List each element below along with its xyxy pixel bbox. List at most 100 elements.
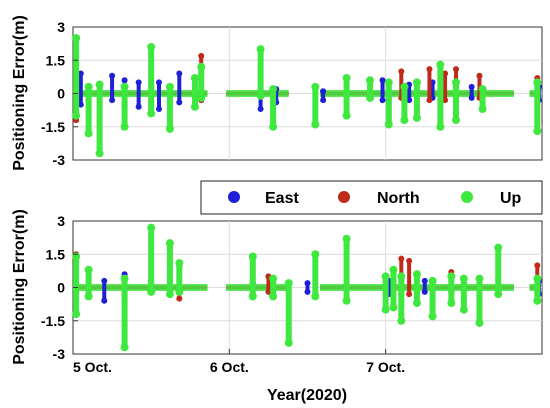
y-tick-label: -3 [53,346,66,362]
spike-trough-north [442,97,449,104]
spike-peak-east [468,83,475,90]
spike-trough-east [406,97,413,104]
spike-peak-north [406,257,413,264]
spike-trough-up [311,292,320,301]
bottom-x-ticks: 5 Oct. 6 Oct. 7 Oct. [72,349,405,375]
spike-trough-north [265,288,272,295]
spike-peak-north [453,66,460,73]
spike-trough-up [412,299,421,308]
spike-peak-east [101,277,108,284]
spike-peak-up [95,80,104,89]
y-tick-label: 3 [57,213,65,229]
spike-trough-up [397,316,406,325]
spike-trough-north [426,97,433,104]
spike-trough-up [120,122,129,131]
spike-trough-up [311,120,320,129]
top-panel: 3 1.5 0 -1.5 -3 Positioning Error(m) [11,15,543,171]
spike-trough-up [256,91,265,100]
y-tick-label: 0 [57,280,65,296]
spike-peak-up [459,274,468,283]
spike-trough-up [412,113,421,122]
spike-trough-east [155,106,162,113]
legend-box [200,180,543,215]
spike-peak-east [176,70,183,77]
spike-trough-up [72,310,81,319]
spike-trough-up [533,296,542,305]
legend-marker-up [461,191,473,203]
spike-peak-east [320,88,327,95]
spike-trough-up [284,338,293,347]
spike-trough-up [72,111,81,120]
spike-trough-up [165,290,174,299]
spike-trough-up [120,343,129,352]
top-y-ticks: 3 1.5 0 -1.5 -3 [41,19,78,168]
y-tick-label: 1.5 [46,52,66,68]
spike-trough-east [468,94,475,101]
spike-peak-up [397,272,406,281]
spike-trough-up [84,292,93,301]
spike-peak-east [121,77,128,84]
spike-peak-up [342,73,351,82]
spike-trough-up [84,129,93,138]
bottom-series-marks [72,223,542,352]
spike-peak-up [311,250,320,259]
spike-trough-up [190,102,199,111]
spike-trough-east [77,101,84,108]
spike-trough-east [421,288,428,295]
spike-trough-east [257,106,264,113]
spike-trough-up [269,122,278,131]
spike-trough-north [406,291,413,298]
spike-peak-up [447,272,456,281]
spike-peak-up [311,82,320,91]
spike-peak-north [442,70,449,77]
legend: East North Up [200,180,543,215]
spike-trough-up [428,312,437,321]
spike-peak-east [109,72,116,79]
spike-trough-up [147,287,156,296]
spike-peak-east [379,77,386,84]
spike-peak-up [165,239,174,248]
spike-peak-up [412,78,421,87]
spike-trough-up [494,290,503,299]
spike-trough-up [197,93,206,102]
spike-peak-north [534,262,541,269]
spike-trough-up [175,287,184,296]
spike-peak-up [269,85,278,94]
spike-trough-up [533,127,542,136]
spike-peak-east [135,79,142,86]
spike-peak-up [533,78,542,87]
y-tick-label: -1.5 [41,119,65,135]
spike-trough-up [452,116,461,125]
spike-trough-east [176,99,183,106]
spike-trough-east [320,97,327,104]
spike-peak-up [72,34,81,43]
spike-peak-up [197,62,206,71]
spike-trough-up [342,111,351,120]
spike-peak-east [155,79,162,86]
spike-peak-up [269,274,278,283]
y-tick-label: -1.5 [41,313,65,329]
spike-peak-north [398,68,405,75]
y-tick-label: 3 [57,19,65,35]
spike-peak-up [72,252,81,261]
spike-peak-north [426,66,433,73]
spike-peak-up [452,78,461,87]
spike-trough-east [135,103,142,110]
spike-peak-up [533,274,542,283]
spike-trough-up [389,303,398,312]
spike-peak-up [389,265,398,274]
spike-trough-north [176,295,183,302]
y-tick-label: 1.5 [46,246,66,262]
legend-marker-north [338,191,350,203]
spike-peak-north [476,72,483,79]
spike-trough-up [342,296,351,305]
spike-trough-east [109,97,116,104]
x-tick-label: 7 Oct. [366,359,405,375]
spike-peak-up [475,274,484,283]
spike-trough-east [101,297,108,304]
spike-peak-up [147,42,156,51]
spike-trough-up [447,299,456,308]
legend-label-east: East [265,190,299,207]
spike-peak-up [175,259,184,268]
